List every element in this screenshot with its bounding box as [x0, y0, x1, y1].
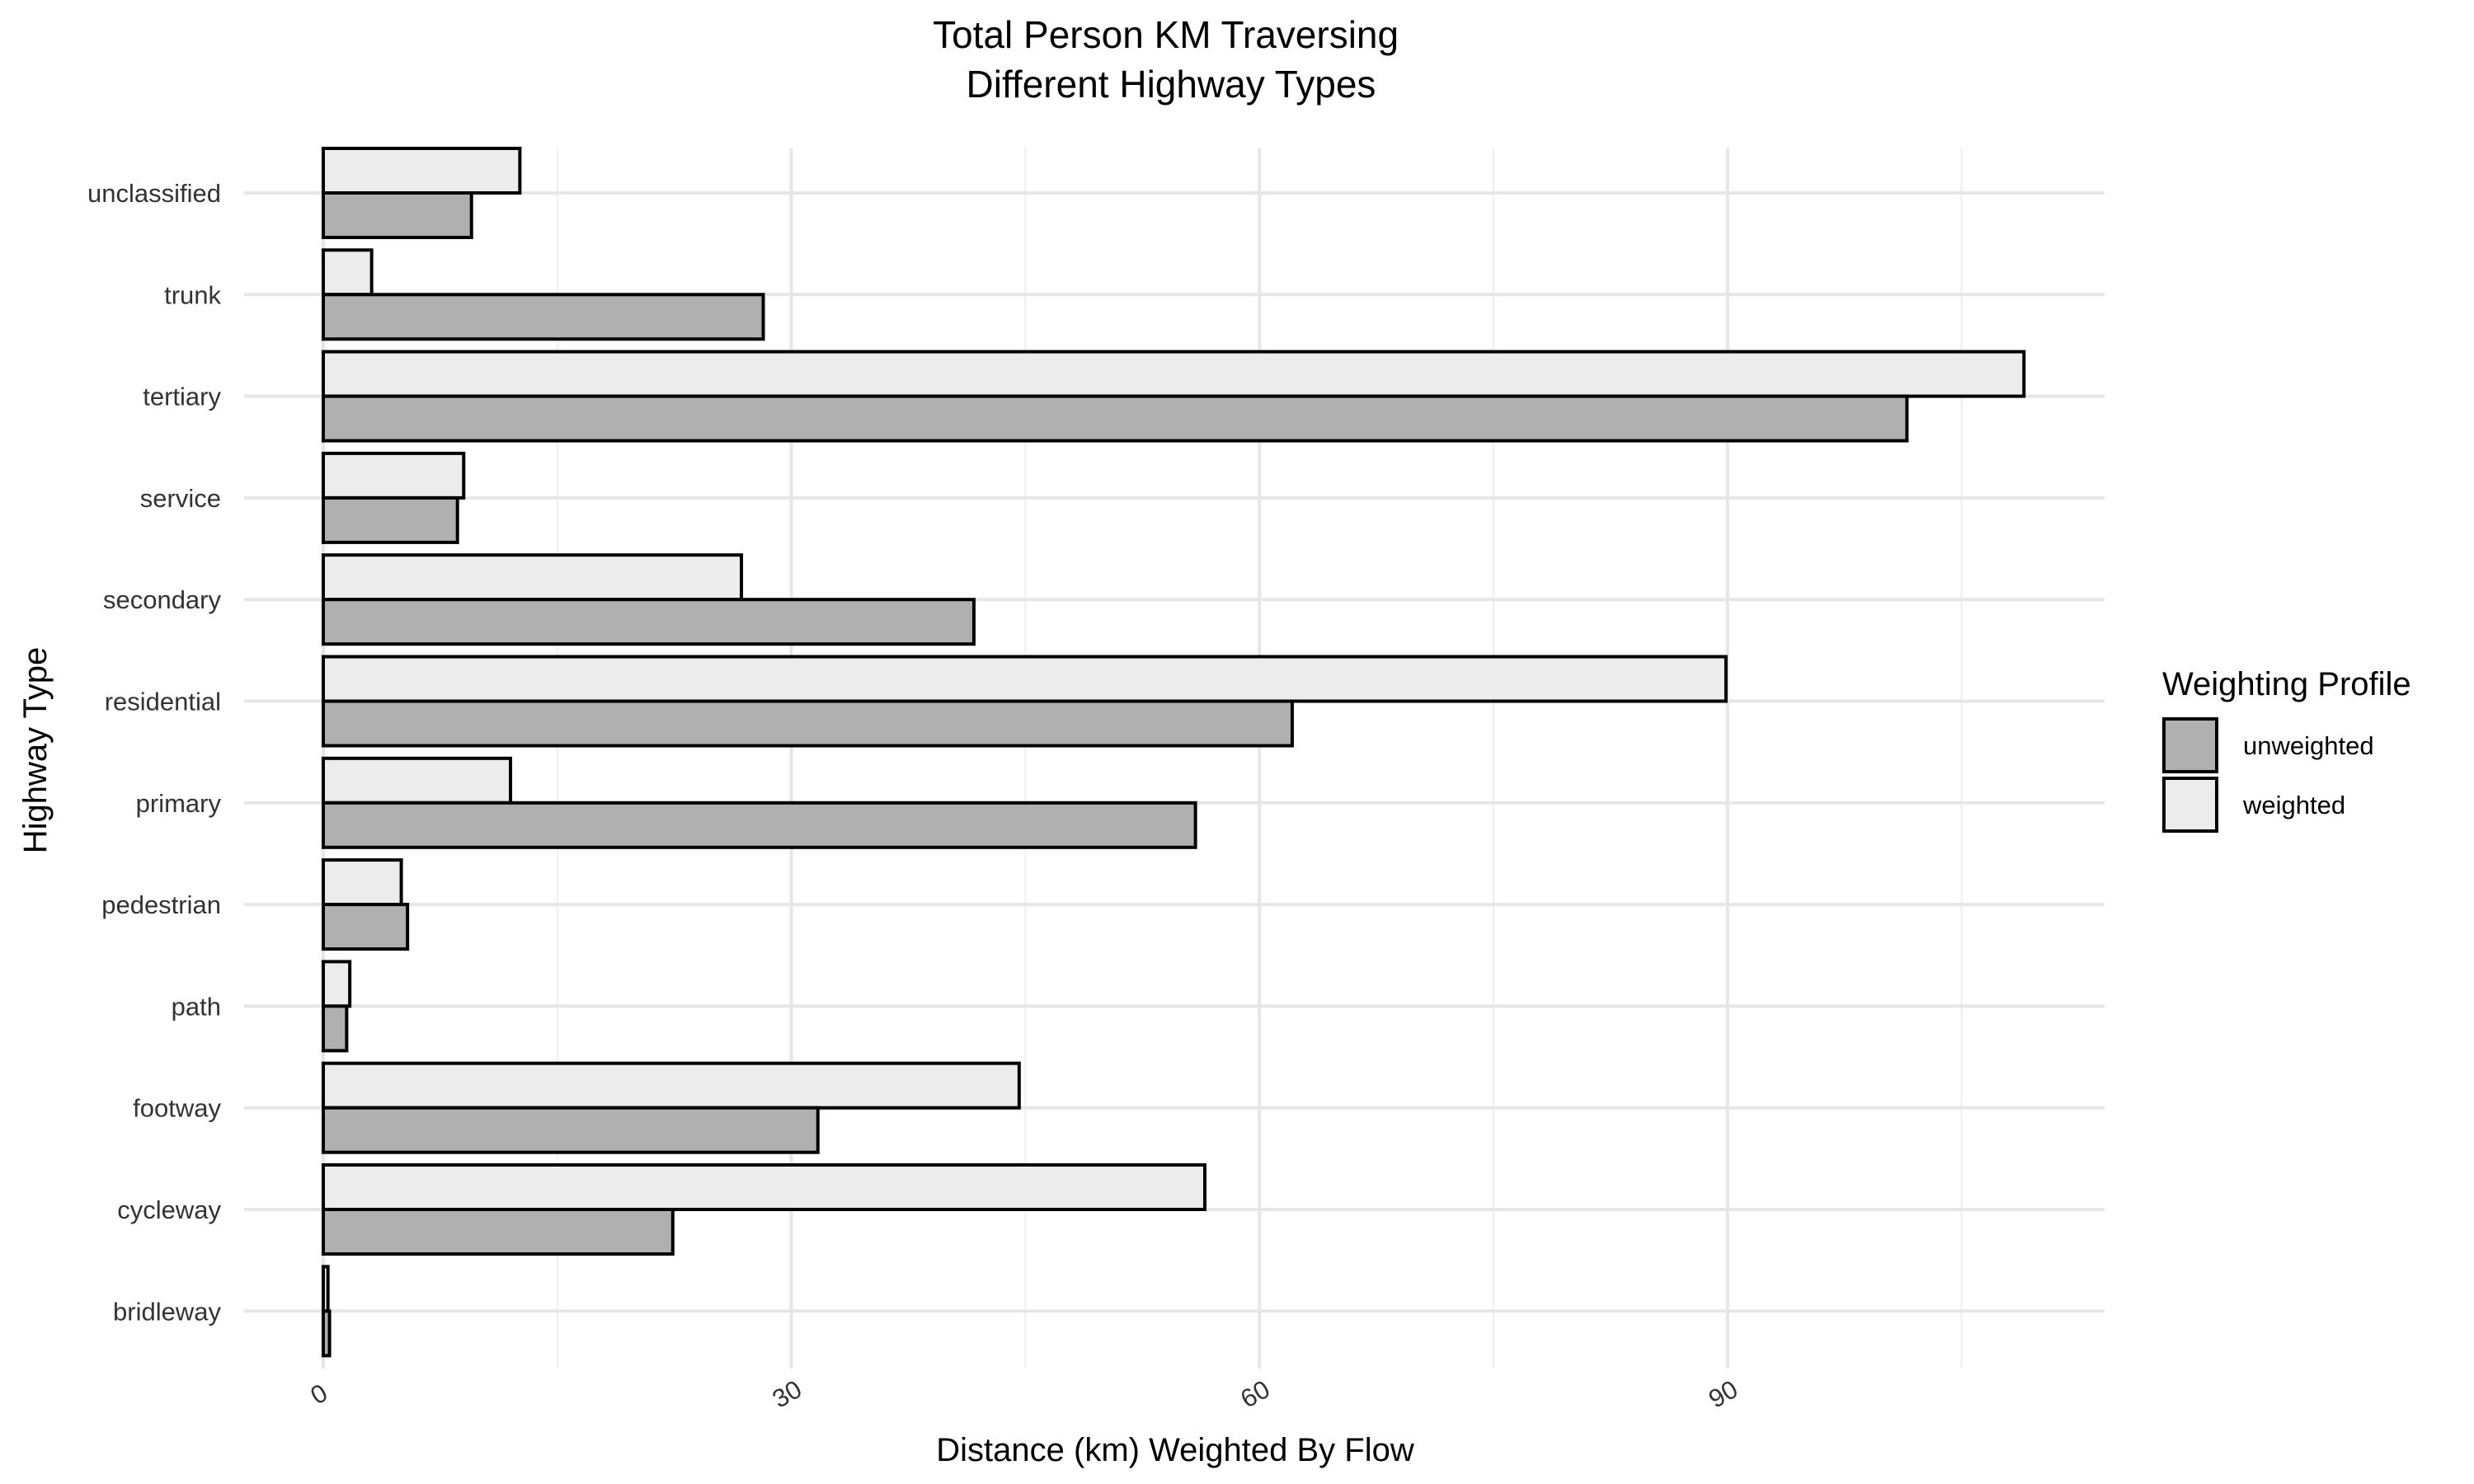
- y-tick-labels: unclassified trunk tertiary service secondar…: [87, 179, 221, 1326]
- bar-unweighted-cycleway: [322, 1208, 675, 1256]
- bars: [322, 147, 2026, 1358]
- bar-unweighted-unclassified: [322, 191, 473, 239]
- x-axis-title: Distance (km) Weighted By Flow: [936, 1432, 1414, 1468]
- y-tick-label: tertiary: [143, 383, 221, 411]
- bar-unweighted-path: [322, 1004, 349, 1053]
- bar-unweighted-service: [322, 495, 459, 544]
- x-tick-label: 90: [1704, 1374, 1743, 1414]
- bar-weighted-service: [322, 451, 466, 500]
- y-tick-label: secondary: [103, 585, 222, 614]
- chart-title-line-2: Different Highway Types: [967, 63, 1376, 106]
- chart-title-line-1: Total Person KM Traversing: [933, 13, 1399, 56]
- bar-unweighted-pedestrian: [322, 903, 410, 951]
- y-tick-label: bridleway: [113, 1297, 221, 1326]
- bar-weighted-bridleway: [322, 1265, 330, 1313]
- bar-weighted-footway: [322, 1061, 1021, 1110]
- bar-weighted-trunk: [322, 248, 374, 297]
- bar-unweighted-secondary: [322, 598, 976, 646]
- y-tick-label: footway: [133, 1094, 221, 1123]
- legend: Weighting Profile unweighted weighted: [2162, 666, 2411, 833]
- bar-unweighted-footway: [322, 1106, 820, 1154]
- x-tick-labels: 0 30 60 90: [306, 1374, 1743, 1414]
- y-tick-label: path: [172, 992, 221, 1021]
- bar-weighted-cycleway: [322, 1163, 1206, 1211]
- y-tick-label: pedestrian: [101, 890, 221, 919]
- bar-weighted-unclassified: [322, 147, 522, 195]
- bar-weighted-primary: [322, 756, 513, 805]
- y-tick-label: cycleway: [117, 1195, 221, 1224]
- y-tick-label: trunk: [164, 280, 221, 309]
- x-tick-label: 30: [768, 1374, 807, 1414]
- bar-unweighted-tertiary: [322, 394, 1909, 443]
- bar-unweighted-primary: [322, 801, 1197, 849]
- bar-weighted-tertiary: [322, 350, 2026, 398]
- bar-weighted-pedestrian: [322, 858, 403, 907]
- bar-weighted-secondary: [322, 553, 744, 602]
- x-tick-label: 0: [306, 1378, 332, 1410]
- legend-swatch-unweighted: [2162, 717, 2218, 773]
- legend-title: Weighting Profile: [2162, 666, 2411, 702]
- legend-label-unweighted: unweighted: [2243, 731, 2374, 760]
- y-tick-label: primary: [136, 789, 222, 818]
- bar-weighted-residential: [322, 655, 1728, 703]
- bar-unweighted-bridleway: [322, 1309, 332, 1358]
- bar-unweighted-trunk: [322, 293, 765, 341]
- y-tick-label: unclassified: [87, 179, 221, 208]
- legend-label-weighted: weighted: [2242, 791, 2345, 819]
- legend-swatch-weighted: [2162, 777, 2218, 833]
- bar-weighted-path: [322, 960, 352, 1008]
- y-axis-title: Highway Type: [17, 647, 54, 854]
- x-tick-label: 60: [1235, 1374, 1274, 1414]
- bar-unweighted-residential: [322, 699, 1294, 748]
- y-tick-label: residential: [105, 688, 221, 716]
- y-tick-label: service: [140, 484, 221, 513]
- chart-title: Total Person KM Traversing Different Hig…: [933, 13, 1409, 106]
